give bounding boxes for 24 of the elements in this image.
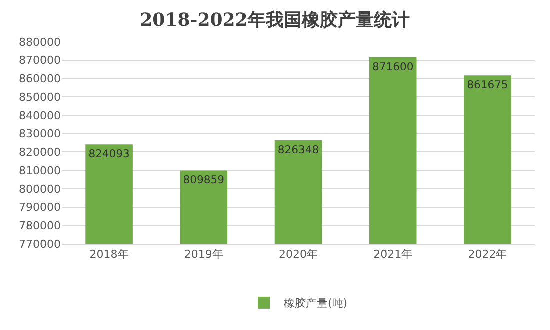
data-label: 809859: [183, 174, 225, 187]
y-tick-label: 780000: [19, 219, 61, 232]
y-tick-label: 850000: [19, 90, 61, 104]
legend-label: 橡胶产量(吨): [284, 297, 348, 310]
y-tick-label: 770000: [19, 238, 61, 251]
y-tick-label: 820000: [19, 146, 61, 160]
x-tick-label: 2022年: [468, 248, 508, 262]
data-label: 824093: [88, 148, 130, 161]
y-tick-label: 810000: [19, 164, 61, 178]
x-tick-label: 2020年: [279, 248, 318, 262]
y-tick-label: 830000: [19, 128, 61, 141]
y-tick-label: 880000: [19, 36, 61, 49]
x-tick-label: 2021年: [374, 248, 413, 262]
data-label: 826348: [278, 143, 320, 156]
y-tick-label: 840000: [19, 109, 61, 122]
x-tick-label: 2018年: [90, 248, 129, 262]
data-label: 871600: [372, 60, 414, 74]
y-tick-label: 860000: [19, 72, 61, 86]
y-tick-label: 800000: [19, 182, 61, 196]
data-label: 861675: [467, 78, 508, 92]
x-tick-label: 2019年: [184, 248, 224, 262]
chart-title: 2018-2022年我国橡胶产量统计: [140, 10, 410, 31]
y-tick-label: 870000: [19, 54, 61, 68]
y-tick-label: 790000: [19, 201, 61, 214]
